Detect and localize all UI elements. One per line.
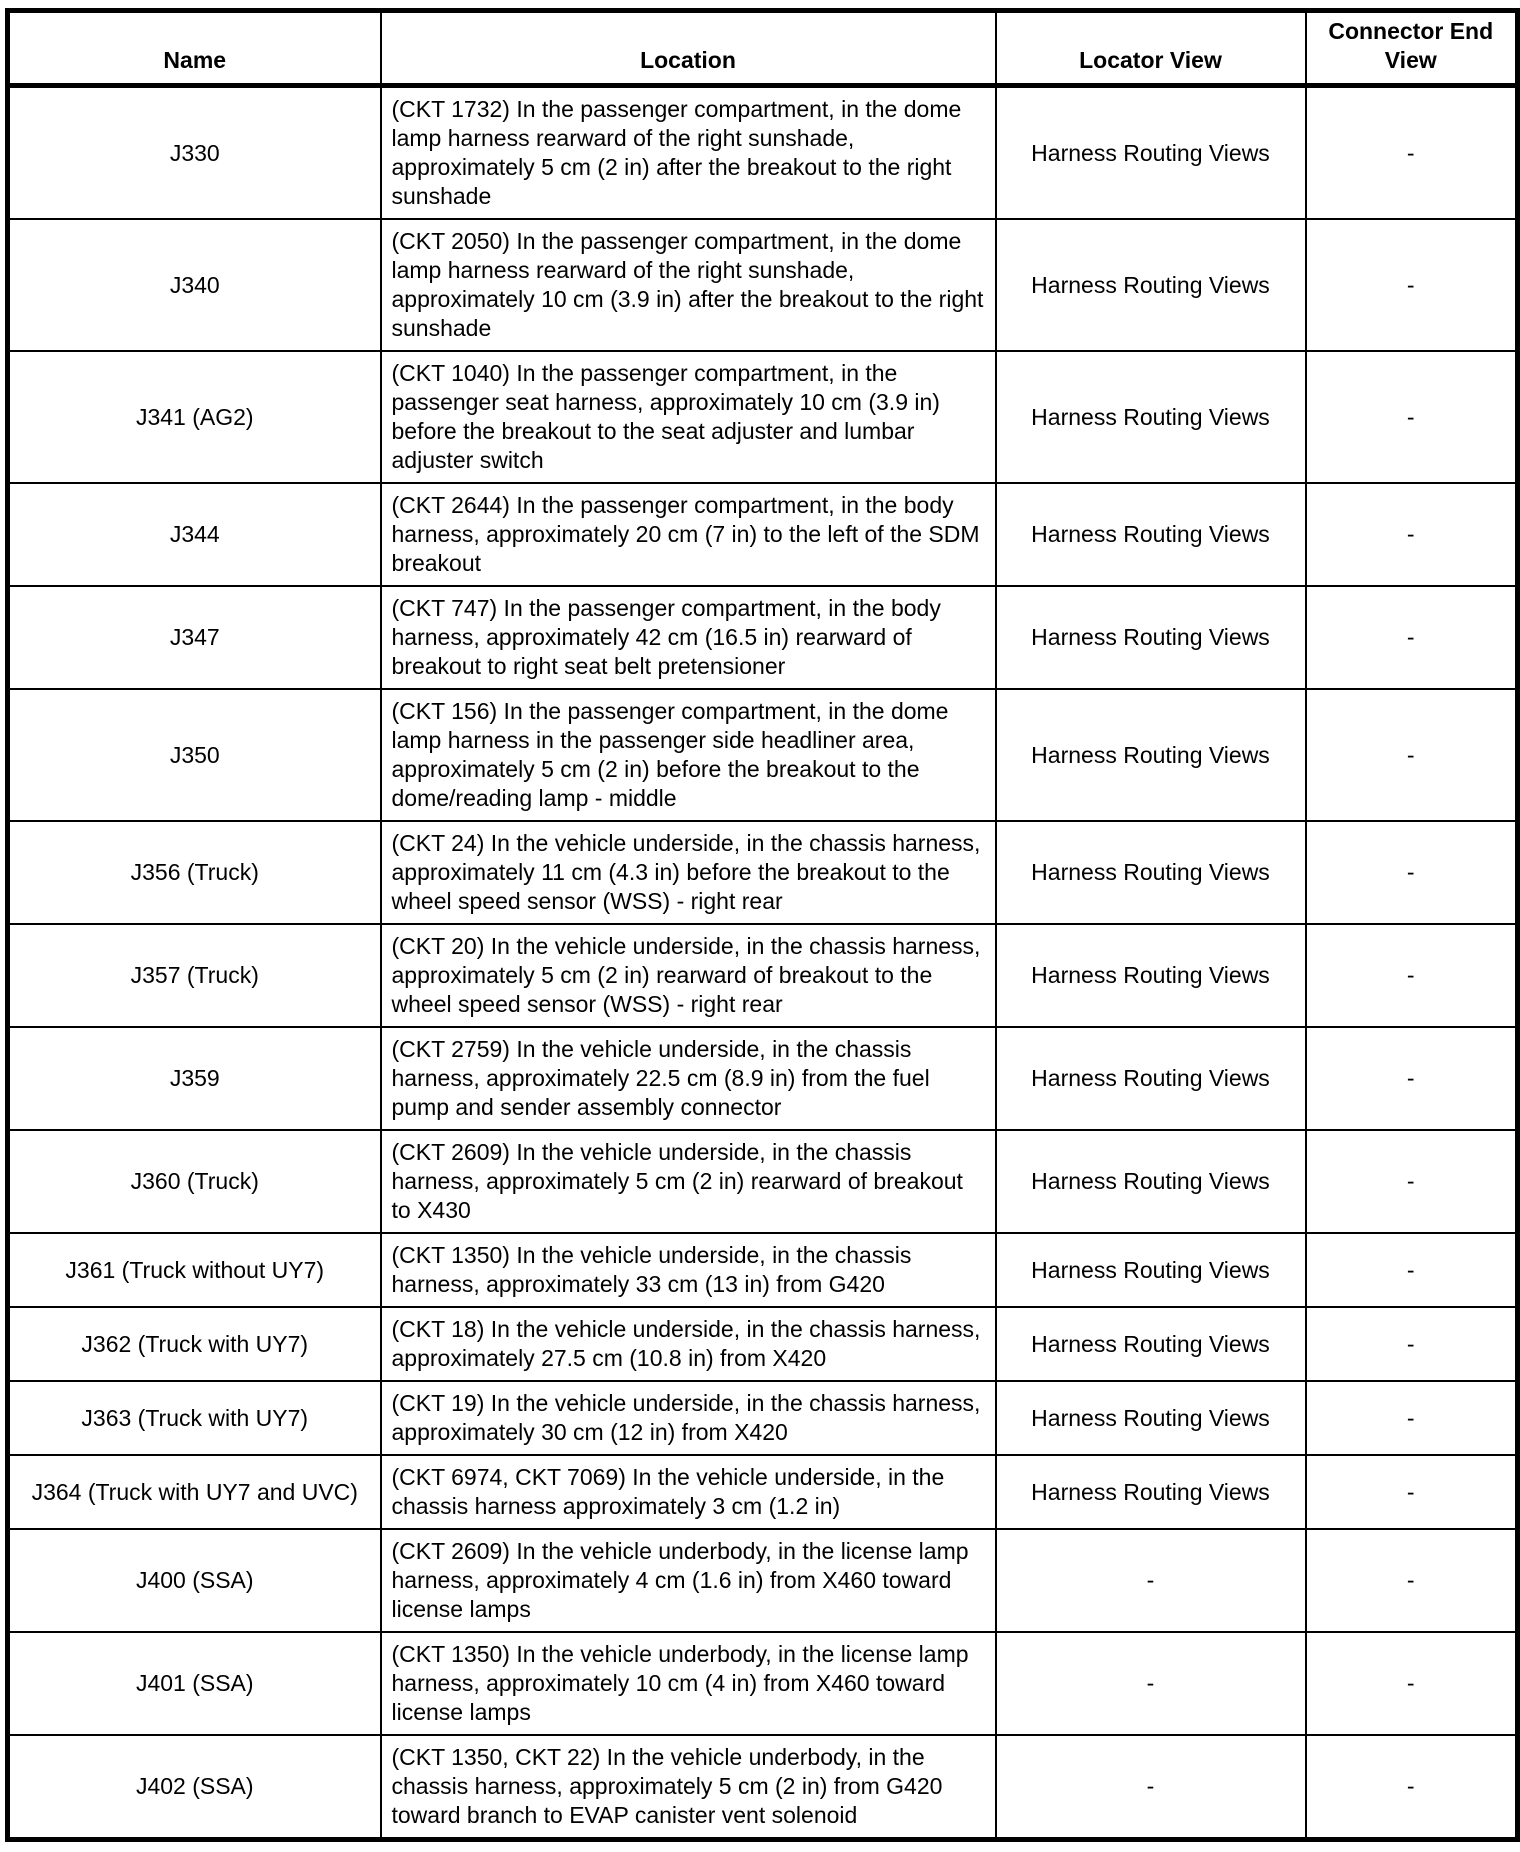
splice-name-cell: J359 [6, 1026, 382, 1131]
splice-name-cell: J361 (Truck without UY7) [6, 1232, 382, 1308]
connector-end-view-cell: - [1304, 1232, 1519, 1308]
splice-location-cell: (CKT 1732) In the passenger compartment,… [379, 84, 997, 220]
splice-location-cell: (CKT 2759) In the vehicle underside, in … [379, 1026, 997, 1131]
connector-end-view-cell: - [1304, 1528, 1519, 1633]
connector-end-view-cell: - [1304, 218, 1519, 352]
splice-name-cell: J350 [6, 688, 382, 822]
connector-end-view-cell: - [1304, 350, 1519, 484]
splice-name-cell: J356 (Truck) [6, 820, 382, 925]
table-body: J330 (CKT 1732) In the passenger compart… [6, 84, 1519, 1841]
locator-view-cell: Harness Routing Views [994, 482, 1307, 587]
locator-view-cell: Harness Routing Views [994, 585, 1307, 690]
table-row: J363 (Truck with UY7) (CKT 19) In the ve… [6, 1380, 1519, 1456]
table-row: J330 (CKT 1732) In the passenger compart… [6, 84, 1519, 220]
splice-location-cell: (CKT 1350, CKT 22) In the vehicle underb… [379, 1734, 997, 1841]
locator-view-cell: Harness Routing Views [994, 688, 1307, 822]
table-row: J401 (SSA) (CKT 1350) In the vehicle und… [6, 1631, 1519, 1736]
connector-end-view-cell: - [1304, 1026, 1519, 1131]
locator-view-cell: Harness Routing Views [994, 1129, 1307, 1234]
locator-view-cell: - [994, 1631, 1307, 1736]
splice-name-cell: J344 [6, 482, 382, 587]
splice-location-cell: (CKT 24) In the vehicle underside, in th… [379, 820, 997, 925]
connector-end-view-cell: - [1304, 1129, 1519, 1234]
connector-end-view-cell: - [1304, 923, 1519, 1028]
splice-location-cell: (CKT 2609) In the vehicle underside, in … [379, 1129, 997, 1234]
column-header-location: Location [379, 9, 997, 88]
table-row: J364 (Truck with UY7 and UVC) (CKT 6974,… [6, 1454, 1519, 1530]
column-header-locator-view: Locator View [994, 9, 1307, 88]
connector-end-view-cell: - [1304, 820, 1519, 925]
connector-end-view-cell: - [1304, 1306, 1519, 1382]
splice-location-cell: (CKT 1350) In the vehicle underbody, in … [379, 1631, 997, 1736]
splice-name-cell: J364 (Truck with UY7 and UVC) [6, 1454, 382, 1530]
connector-end-view-cell: - [1304, 1631, 1519, 1736]
locator-view-cell: Harness Routing Views [994, 218, 1307, 352]
splice-location-cell: (CKT 18) In the vehicle underside, in th… [379, 1306, 997, 1382]
splice-location-cell: (CKT 747) In the passenger compartment, … [379, 585, 997, 690]
table-row: J356 (Truck) (CKT 24) In the vehicle und… [6, 820, 1519, 925]
splice-location-cell: (CKT 6974, CKT 7069) In the vehicle unde… [379, 1454, 997, 1530]
locator-view-cell: Harness Routing Views [994, 820, 1307, 925]
column-header-name: Name [6, 9, 382, 88]
locator-view-cell: Harness Routing Views [994, 350, 1307, 484]
splice-name-cell: J347 [6, 585, 382, 690]
splice-name-cell: J360 (Truck) [6, 1129, 382, 1234]
connector-end-view-cell: - [1304, 1380, 1519, 1456]
table-row: J341 (AG2) (CKT 1040) In the passenger c… [6, 350, 1519, 484]
splice-name-cell: J357 (Truck) [6, 923, 382, 1028]
splice-name-cell: J402 (SSA) [6, 1734, 382, 1841]
table-row: J340 (CKT 2050) In the passenger compart… [6, 218, 1519, 352]
splice-name-cell: J341 (AG2) [6, 350, 382, 484]
header-row: Name Location Locator View Connector End… [6, 9, 1519, 88]
table-row: J361 (Truck without UY7) (CKT 1350) In t… [6, 1232, 1519, 1308]
table-row: J362 (Truck with UY7) (CKT 18) In the ve… [6, 1306, 1519, 1382]
column-header-connector-end-view: Connector End View [1304, 9, 1519, 88]
table-row: J359 (CKT 2759) In the vehicle underside… [6, 1026, 1519, 1131]
table-row: J402 (SSA) (CKT 1350, CKT 22) In the veh… [6, 1734, 1519, 1841]
splice-name-cell: J340 [6, 218, 382, 352]
splice-name-cell: J330 [6, 84, 382, 220]
connector-end-view-cell: - [1304, 585, 1519, 690]
table-row: J344 (CKT 2644) In the passenger compart… [6, 482, 1519, 587]
locator-view-cell: Harness Routing Views [994, 1026, 1307, 1131]
table-row: J400 (SSA) (CKT 2609) In the vehicle und… [6, 1528, 1519, 1633]
locator-view-cell: Harness Routing Views [994, 1380, 1307, 1456]
locator-view-cell: - [994, 1528, 1307, 1633]
locator-view-cell: Harness Routing Views [994, 1232, 1307, 1308]
table-row: J360 (Truck) (CKT 2609) In the vehicle u… [6, 1129, 1519, 1234]
splice-name-cell: J401 (SSA) [6, 1631, 382, 1736]
splice-location-cell: (CKT 20) In the vehicle underside, in th… [379, 923, 997, 1028]
locator-view-cell: Harness Routing Views [994, 1306, 1307, 1382]
locator-view-cell: Harness Routing Views [994, 84, 1307, 220]
table-header: Name Location Locator View Connector End… [6, 9, 1519, 88]
connector-end-view-cell: - [1304, 1734, 1519, 1841]
table-row: J350 (CKT 156) In the passenger compartm… [6, 688, 1519, 822]
splice-location-cell: (CKT 2609) In the vehicle underbody, in … [379, 1528, 997, 1633]
splice-table: Name Location Locator View Connector End… [5, 8, 1520, 1842]
locator-view-cell: - [994, 1734, 1307, 1841]
splice-location-cell: (CKT 1350) In the vehicle underside, in … [379, 1232, 997, 1308]
splice-location-cell: (CKT 1040) In the passenger compartment,… [379, 350, 997, 484]
table-row: J347 (CKT 747) In the passenger compartm… [6, 585, 1519, 690]
splice-name-cell: J362 (Truck with UY7) [6, 1306, 382, 1382]
locator-view-cell: Harness Routing Views [994, 1454, 1307, 1530]
splice-location-cell: (CKT 156) In the passenger compartment, … [379, 688, 997, 822]
connector-end-view-cell: - [1304, 688, 1519, 822]
connector-end-view-cell: - [1304, 1454, 1519, 1530]
connector-end-view-cell: - [1304, 84, 1519, 220]
splice-location-cell: (CKT 2050) In the passenger compartment,… [379, 218, 997, 352]
splice-name-cell: J363 (Truck with UY7) [6, 1380, 382, 1456]
splice-location-cell: (CKT 2644) In the passenger compartment,… [379, 482, 997, 587]
table-row: J357 (Truck) (CKT 20) In the vehicle und… [6, 923, 1519, 1028]
splice-name-cell: J400 (SSA) [6, 1528, 382, 1633]
locator-view-cell: Harness Routing Views [994, 923, 1307, 1028]
connector-end-view-cell: - [1304, 482, 1519, 587]
splice-location-cell: (CKT 19) In the vehicle underside, in th… [379, 1380, 997, 1456]
